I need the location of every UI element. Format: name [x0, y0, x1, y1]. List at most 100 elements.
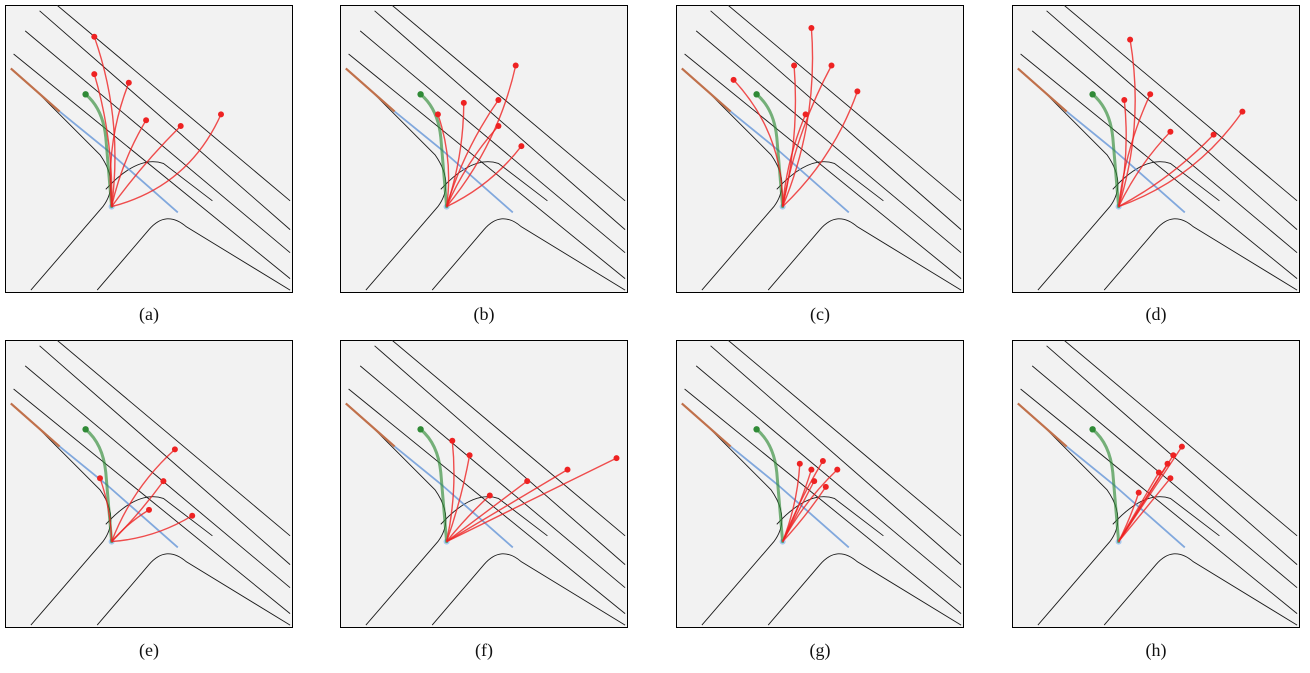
- scene-map: [340, 340, 628, 628]
- history-path: [755, 92, 785, 209]
- road-edge-corner: [767, 553, 962, 626]
- scene-panel: [5, 340, 293, 628]
- panel-caption: (h): [1145, 640, 1167, 660]
- predicted-trajectory: [781, 27, 814, 207]
- lane-line-2: [1031, 30, 1298, 254]
- scene-panel: [340, 340, 628, 628]
- lane-line-3: [1046, 10, 1298, 230]
- history-start-point: [417, 91, 424, 98]
- predicted-trajectory: [446, 65, 517, 208]
- predicted-endpoint: [796, 460, 803, 467]
- predicted-endpoint: [460, 99, 467, 106]
- lane-line-4: [391, 340, 626, 537]
- predicted-trajectory: [781, 114, 807, 207]
- predicted-endpoint: [495, 123, 502, 129]
- lane-line-2: [359, 30, 626, 254]
- predicted-trajectory: [93, 36, 116, 207]
- predicted-endpoint: [811, 478, 818, 485]
- predicted-trajectory: [446, 480, 528, 543]
- predicted-endpoint: [512, 62, 519, 69]
- panel-caption: (c): [810, 304, 830, 324]
- predicted-endpoint: [613, 455, 620, 462]
- predicted-endpoint: [1210, 131, 1217, 138]
- predicted-endpoint: [486, 492, 493, 499]
- lane-line-1: [348, 388, 626, 614]
- past-track: [681, 67, 732, 113]
- road-edge-corner: [431, 553, 626, 626]
- predicted-trajectory: [110, 119, 147, 207]
- lane-line-2: [695, 365, 962, 589]
- predicted-trajectory: [1118, 477, 1171, 543]
- predicted-trajectory: [1117, 131, 1171, 207]
- merge-arc: [776, 161, 884, 202]
- predicted-trajectory: [445, 440, 455, 542]
- history-start-point: [82, 426, 89, 433]
- predicted-trajectory: [781, 469, 838, 542]
- lane-line-1: [1020, 53, 1298, 279]
- predicted-endpoint: [495, 97, 502, 103]
- predicted-endpoint: [91, 71, 98, 78]
- lane-line-1: [348, 53, 626, 279]
- panel-frame: [676, 340, 964, 628]
- past-track: [345, 67, 396, 113]
- panel-frame: [5, 5, 293, 293]
- merge-arc: [1112, 161, 1220, 202]
- lane-line-3: [39, 345, 291, 565]
- panel-frame: [340, 340, 628, 628]
- predicted-endpoint: [808, 466, 815, 473]
- lane-line-3: [374, 345, 626, 565]
- predicted-endpoint: [143, 117, 150, 124]
- predicted-trajectory: [782, 91, 859, 208]
- panel-frame: [1012, 5, 1300, 293]
- scene-panel: [5, 5, 293, 293]
- road-edge-corner: [431, 218, 626, 291]
- road-edge-corner: [1103, 218, 1298, 291]
- panel-caption: (e): [139, 640, 159, 660]
- lane-line-4: [1063, 5, 1298, 202]
- predicted-endpoint: [828, 62, 835, 69]
- panel-caption: (a): [139, 304, 159, 324]
- predicted-endpoint: [518, 143, 525, 150]
- predicted-trajectory: [111, 114, 222, 208]
- road-edge-corner: [767, 218, 962, 291]
- lane-line-4: [1063, 340, 1298, 537]
- scene-map: [676, 340, 964, 628]
- panel-caption: (f): [475, 640, 493, 660]
- lane-line-2: [359, 365, 626, 589]
- predicted-trajectory: [445, 125, 499, 207]
- panel-frame: [676, 5, 964, 293]
- predicted-trajectory: [1117, 99, 1127, 207]
- predicted-endpoint: [466, 452, 473, 459]
- lane-line-1: [684, 53, 962, 279]
- predicted-trajectory: [111, 480, 164, 543]
- predicted-trajectory: [446, 494, 491, 543]
- predicted-trajectory: [781, 460, 824, 542]
- lane-line-3: [374, 10, 626, 230]
- history-start-point: [417, 426, 424, 433]
- predicted-endpoint: [146, 506, 152, 513]
- predicted-endpoint: [524, 478, 531, 485]
- history-path: [1091, 92, 1121, 209]
- panel-frame: [340, 5, 628, 293]
- scene-map: [5, 5, 293, 293]
- scene-map: [1012, 340, 1300, 628]
- predicted-trajectory: [445, 99, 499, 207]
- lane-line-2: [24, 365, 291, 589]
- panel-frame: [1012, 340, 1300, 628]
- predicted-endpoint: [449, 437, 456, 444]
- panel-frame: [5, 340, 293, 628]
- lane-line-2: [1031, 365, 1298, 589]
- scene-map: [340, 5, 628, 293]
- predicted-endpoint: [1147, 91, 1154, 98]
- history-start-point: [1089, 91, 1096, 98]
- lane-line-4: [727, 5, 962, 202]
- predicted-trajectory: [111, 515, 193, 543]
- past-track: [10, 402, 61, 448]
- predicted-endpoint: [1167, 475, 1174, 482]
- predicted-endpoint: [1127, 36, 1134, 43]
- predicted-endpoint: [834, 466, 841, 473]
- history-start-point: [1089, 426, 1096, 433]
- predicted-trajectory: [1118, 134, 1215, 208]
- past-track: [681, 402, 732, 448]
